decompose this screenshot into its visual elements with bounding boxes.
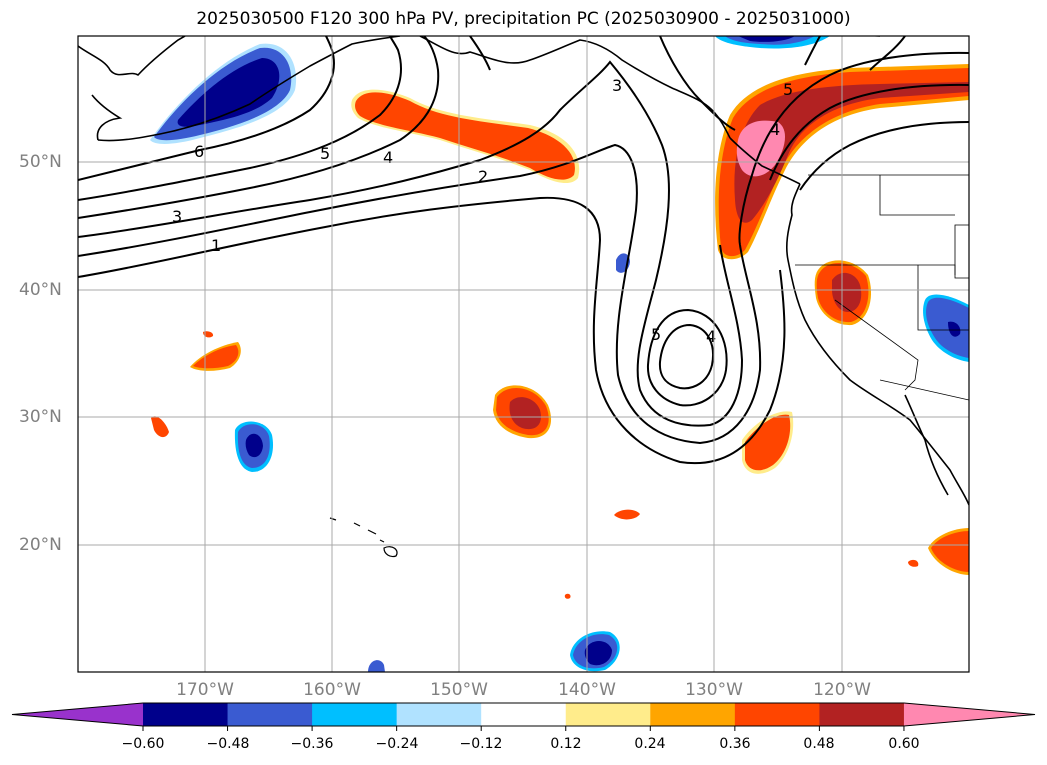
positive-anomaly-tiny [908,559,919,567]
colorbar-segment [227,703,313,726]
pv-contour-north [469,36,491,71]
pv-contours [78,36,969,465]
plot-area: 1 2 3 4 5 6 5 4 4 3 5 [78,36,969,672]
pv-contour-label: 5 [651,325,661,344]
positive-band-gulf [351,89,580,184]
positive-anomaly-small-south [614,509,640,520]
pv-contour-label: 3 [172,207,182,226]
negative-anomaly-north [715,36,830,49]
lon-label-120w: 120°W [813,680,871,700]
pv-contour-label: 4 [770,120,780,139]
pv-contour-east-3 [799,121,969,191]
colorbar-tick-label: 0.24 [634,736,666,752]
map-title: 2025030500 F120 300 hPa PV, precipitatio… [196,9,851,29]
pv-contour-2 [78,143,762,445]
pv-contour-label: 4 [383,148,393,167]
lon-label-170w: 170°W [176,680,234,700]
colorbar-extend-right [903,703,1035,726]
pv-contour-3 [78,60,744,427]
pv-contour-1 [78,196,786,465]
colorbar-tick-label: 0.60 [888,736,920,752]
lat-label-30n: 30°N [19,407,62,427]
positive-anomaly-baja [928,528,969,575]
pv-contour-label: 5 [783,80,793,99]
pv-contour-label: 5 [320,144,330,163]
hawaii-islands [329,517,398,558]
colorbar-tick-label: −0.48 [206,736,250,752]
negative-anomaly-west [234,421,274,472]
lon-label-160w: 160°W [303,680,361,700]
pv-contour-east-4 [769,83,969,181]
colorbar-segment [819,703,905,726]
lat-label-20n: 20°N [19,535,62,555]
positive-anomaly-california [814,260,872,326]
colorbar-tick-label: −0.36 [290,736,334,752]
colorbar-segment [650,703,736,726]
pv-contour-label: 1 [211,236,221,255]
colorbar-segment [312,703,398,726]
negative-anomaly-south [570,631,620,672]
colorbar-segment [396,703,482,726]
colorbar-tick-label: −0.12 [459,736,503,752]
positive-anomaly-dot [564,593,571,599]
lon-label-140w: 140°W [558,680,616,700]
colorbar-tick-label: −0.24 [375,736,419,752]
lon-label-150w: 150°W [430,680,488,700]
colorbar-tick-label: 0.48 [803,736,835,752]
colorbar-segment [143,703,229,726]
negative-anomaly-bottom [368,660,385,672]
coastlines [78,36,969,506]
colorbar-tick-label: 0.36 [719,736,751,752]
colorbar-segment [565,703,651,726]
pv-contour-label: 2 [478,167,488,186]
pv-contour-east-5 [738,51,969,246]
pv-contour-label: 6 [194,142,204,161]
lat-label-50n: 50°N [19,152,62,172]
pv-contour-inner-5 [658,323,714,390]
political-borders [795,174,969,401]
positive-anomaly-west-1 [190,342,241,371]
colorbar-segment [734,703,820,726]
map-frame [77,35,970,673]
pv-contour-ne2 [804,36,821,66]
negative-anomaly-alaska [150,43,297,144]
negative-anomaly-great-basin [923,294,969,362]
precip-shading [150,36,969,672]
positive-anomaly-west-2 [203,331,214,338]
pv-contour-label: 4 [706,327,716,346]
lat-label-40n: 40°N [19,280,62,300]
positive-anomaly-west-3 [151,416,169,438]
pv-contour-inner-4 [646,308,728,407]
positive-anomaly-east-pacific [742,411,794,474]
colorbar-extend-left [12,703,143,726]
pv-contour-northeast [659,36,736,131]
pv-contour-5 [78,36,402,201]
lon-label-130w: 130°W [685,680,743,700]
colorbar-segment [481,703,567,726]
pv-contour-ne3 [869,36,906,71]
positive-anomaly-central-pacific [493,385,552,439]
gridlines [78,36,969,672]
colorbar-tick-label: −0.60 [121,736,165,752]
colorbar [11,702,1036,731]
pv-contour-4 [78,36,440,219]
pv-contour-label-group: 1 2 3 4 5 6 5 4 4 3 5 [172,76,793,346]
colorbar-tick-label: 0.12 [550,736,582,752]
pv-contour-label: 3 [612,76,622,95]
